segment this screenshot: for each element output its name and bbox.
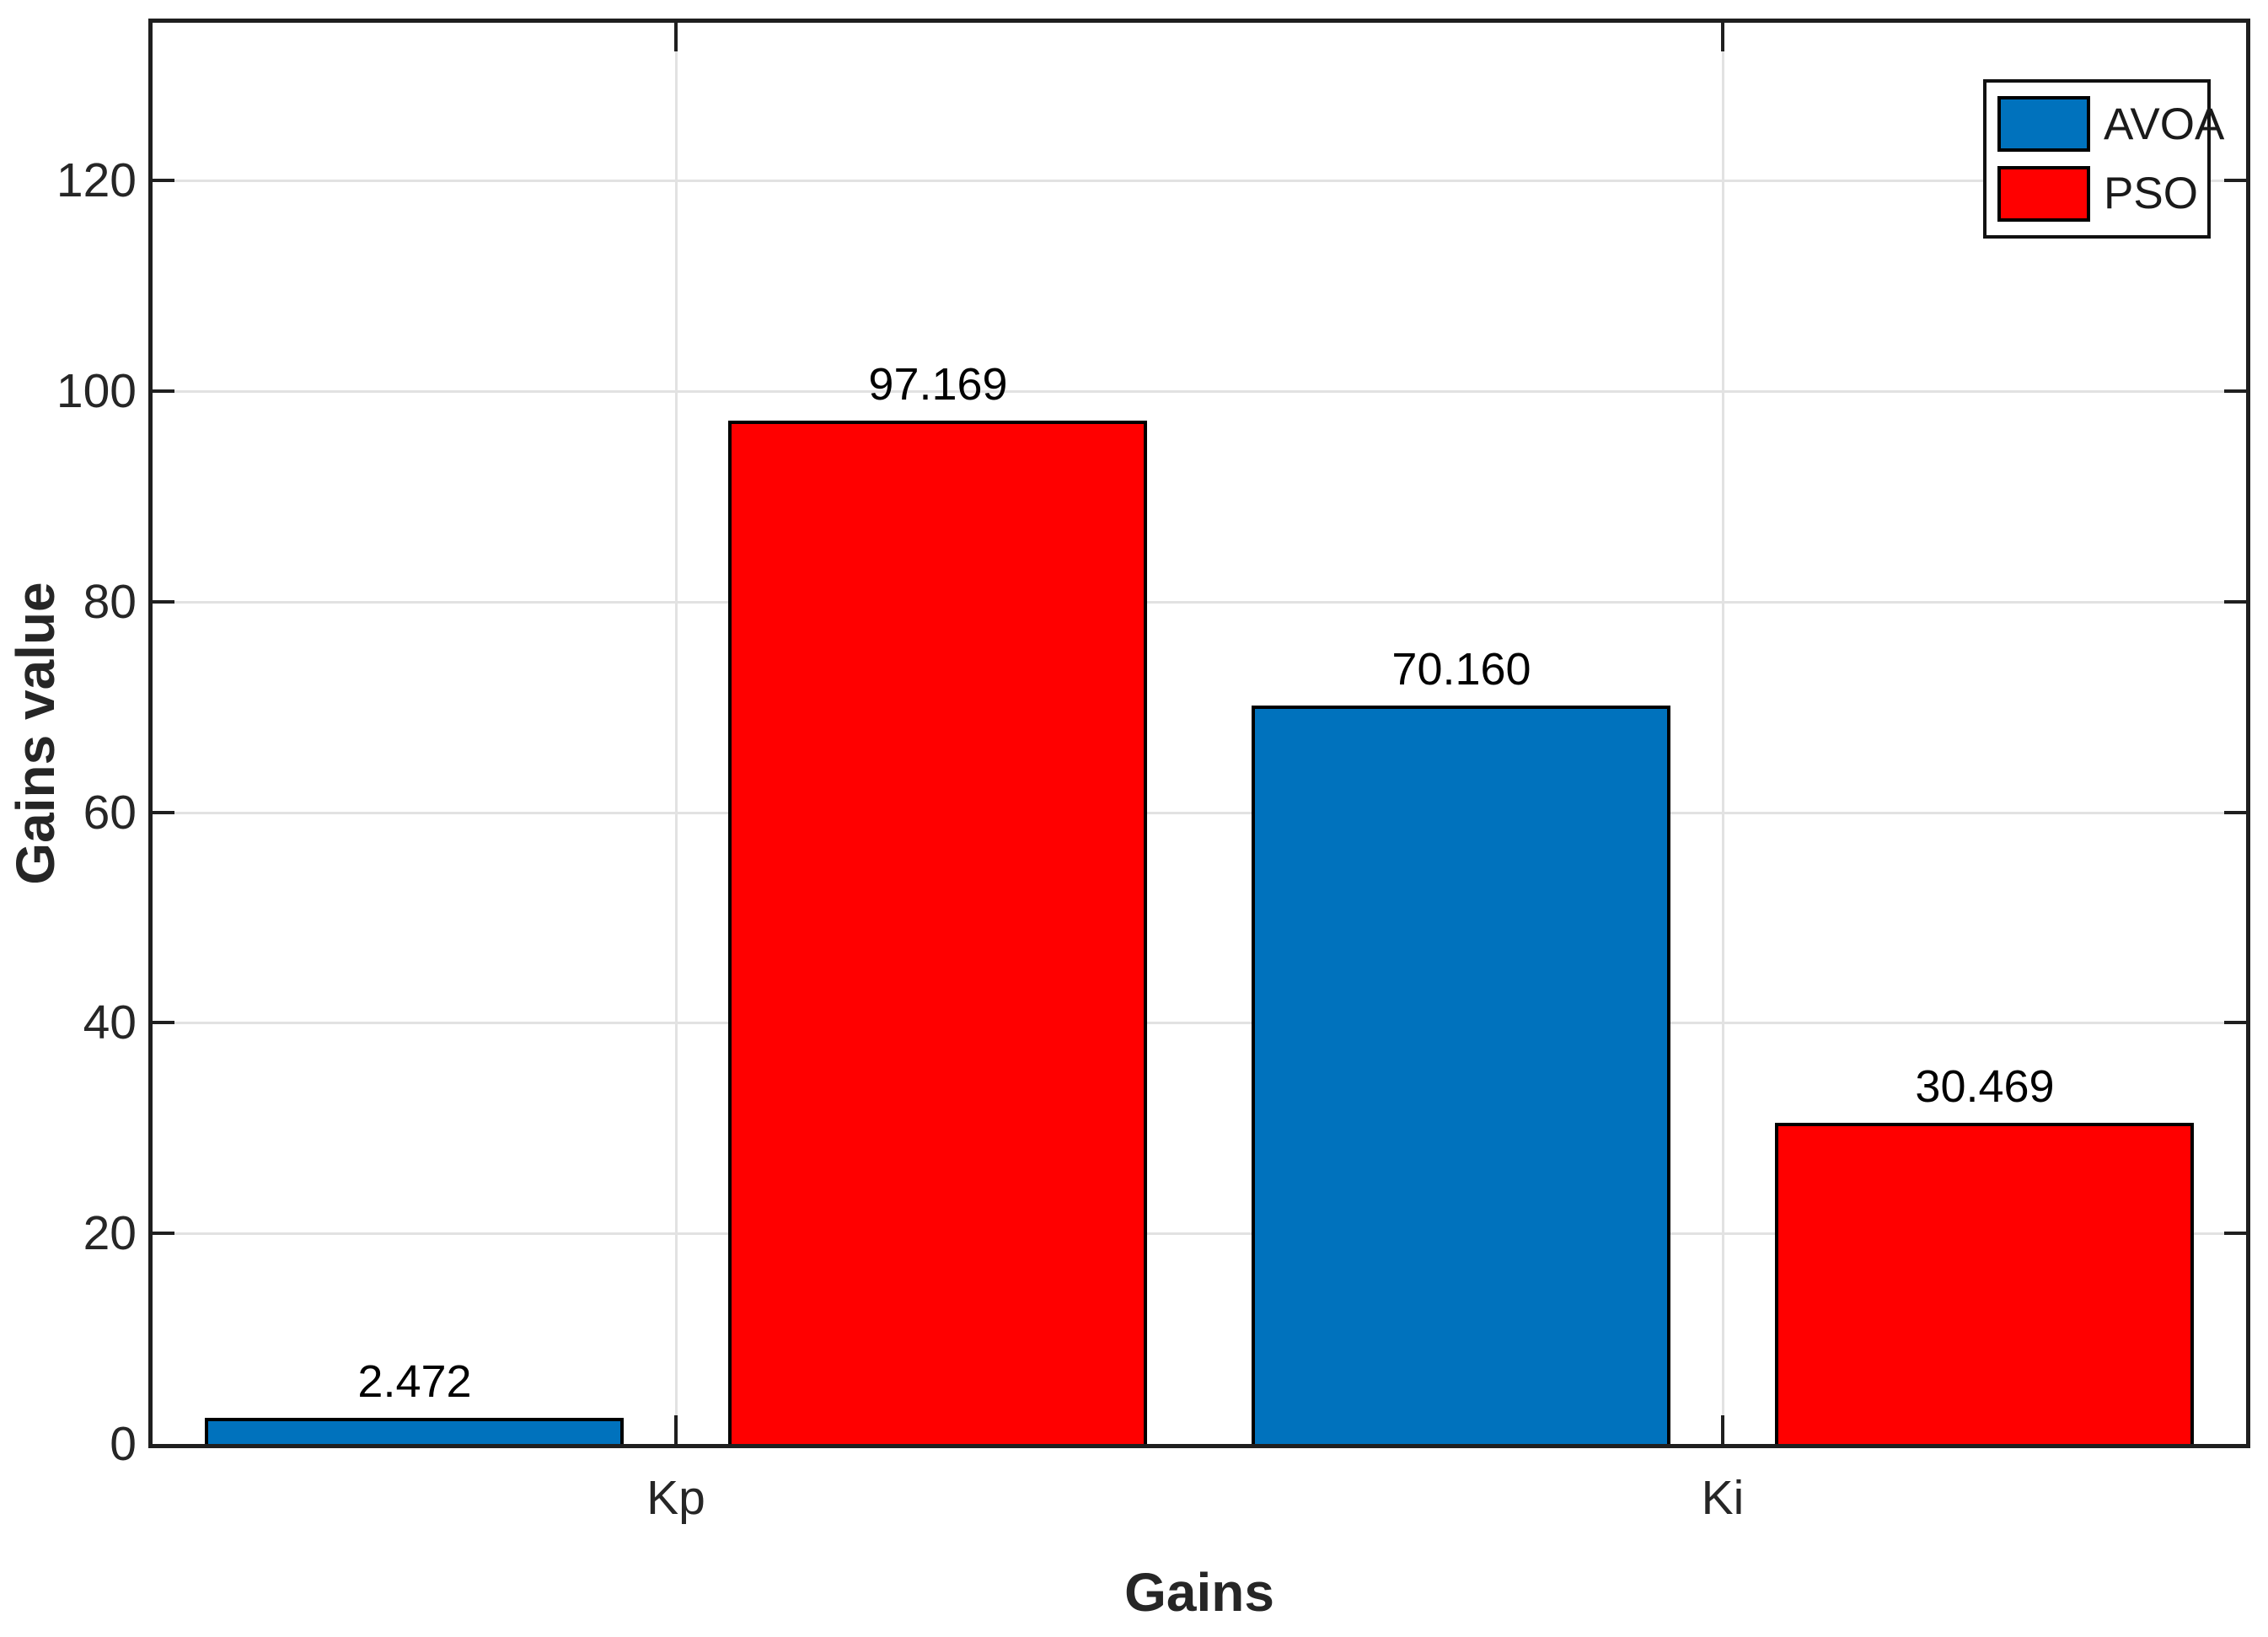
x-tick-label: Kp <box>646 1471 705 1525</box>
y-tick-label: 40 <box>83 996 137 1050</box>
x-tick-mark-bottom <box>674 1415 678 1444</box>
bar-value-label: 70.160 <box>1391 644 1531 695</box>
y-tick-label: 20 <box>83 1206 137 1261</box>
x-tick-label: Ki <box>1701 1471 1745 1525</box>
bar-value-label: 97.169 <box>868 359 1008 410</box>
y-axis-label: Gains value <box>5 582 66 885</box>
legend-label: PSO <box>2104 169 2198 219</box>
x-tick-mark-top <box>674 23 678 51</box>
y-tick-mark-right <box>2224 599 2246 604</box>
y-tick-label: 80 <box>83 574 137 629</box>
x-axis-label: Gains <box>1124 1562 1274 1623</box>
x-gridline <box>675 23 678 1444</box>
y-gridline <box>153 600 2246 604</box>
y-tick-label: 60 <box>83 785 137 840</box>
bar-pso-ki <box>1775 1123 2194 1444</box>
bar-pso-kp <box>728 421 1147 1444</box>
y-gridline <box>153 180 2246 183</box>
y-tick-mark-left <box>153 1232 174 1236</box>
x-gridline <box>1722 23 1724 1444</box>
y-gridline <box>153 811 2246 814</box>
legend-label: AVOA <box>2104 99 2225 149</box>
y-tick-mark-left <box>153 599 174 604</box>
y-tick-label: 0 <box>110 1417 137 1471</box>
y-tick-label: 100 <box>56 364 137 419</box>
y-tick-label: 120 <box>56 153 137 208</box>
y-tick-mark-right <box>2224 179 2246 183</box>
x-tick-mark-bottom <box>1721 1415 1724 1444</box>
bar-avoa-kp <box>205 1418 624 1444</box>
y-tick-mark-right <box>2224 810 2246 814</box>
y-tick-mark-left <box>153 1021 174 1025</box>
y-tick-mark-left <box>153 389 174 394</box>
legend-item-pso: PSO <box>1997 165 2207 222</box>
y-tick-mark-left <box>153 179 174 183</box>
y-gridline <box>153 390 2246 394</box>
plot-area: 2.472 70.160 97.169 30.469 <box>148 19 2250 1448</box>
bar-value-label: 30.469 <box>1915 1061 2055 1112</box>
legend-item-avoa: AVOA <box>1997 96 2224 153</box>
y-gridline <box>153 1232 2246 1236</box>
y-tick-mark-right <box>2224 1021 2246 1025</box>
bar-value-label: 2.472 <box>357 1356 472 1407</box>
legend-swatch-pso <box>1997 165 2090 222</box>
y-tick-mark-right <box>2224 1232 2246 1236</box>
y-tick-mark-right <box>2224 389 2246 394</box>
legend: AVOA PSO <box>1983 79 2224 239</box>
y-gridline <box>153 1022 2246 1025</box>
x-tick-mark-top <box>1721 23 1724 51</box>
bar-avoa-ki <box>1252 706 1670 1444</box>
legend-swatch-avoa <box>1997 96 2090 153</box>
y-tick-mark-left <box>153 810 174 814</box>
